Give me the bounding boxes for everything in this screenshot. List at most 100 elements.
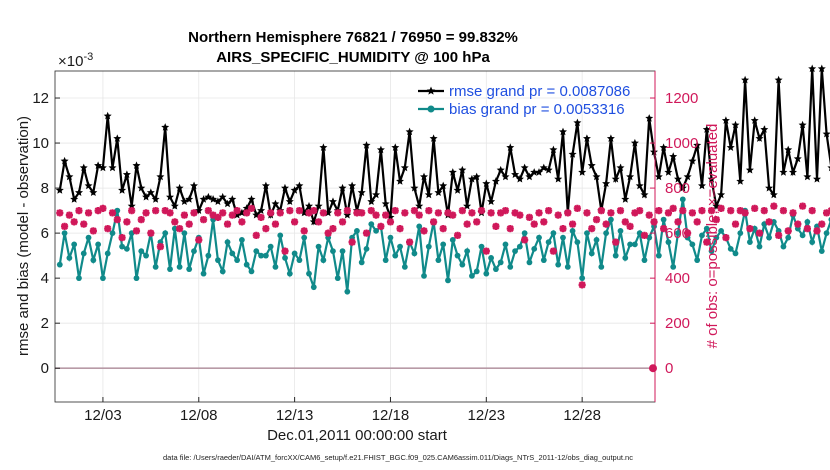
data-point [603, 230, 610, 237]
chart-subtitle: AIRS_SPECIFIC_HUMIDITY @ 100 hPa [216, 49, 490, 66]
data-point [100, 275, 106, 282]
data-point [707, 207, 716, 215]
data-point [769, 190, 778, 199]
data-point [180, 211, 188, 219]
data-point [372, 190, 381, 199]
data-point [588, 225, 596, 233]
data-point [272, 263, 279, 270]
data-point [568, 220, 577, 228]
data-point [291, 250, 298, 257]
x-axis-label: Dec.01,2011 00:00:00 start [267, 427, 448, 444]
data-point [674, 174, 682, 183]
data-point [108, 163, 117, 172]
data-point [353, 209, 361, 217]
data-point [516, 211, 524, 219]
data-point [808, 207, 816, 215]
data-point [348, 181, 357, 190]
data-point [219, 268, 226, 275]
data-point [674, 218, 682, 226]
data-point [161, 123, 170, 131]
data-point [626, 222, 634, 230]
data-point [132, 161, 141, 169]
data-point [818, 220, 826, 228]
data-point [439, 181, 448, 190]
data-point [536, 234, 542, 241]
data-point [468, 209, 476, 217]
data-point [703, 225, 710, 232]
data-point [166, 209, 174, 217]
y-tick-label: 10 [32, 135, 49, 152]
data-point [597, 207, 605, 215]
data-point [147, 229, 155, 237]
data-point [71, 241, 78, 248]
data-point [573, 118, 582, 127]
data-point [357, 188, 366, 196]
data-point [166, 192, 174, 201]
data-point [592, 172, 601, 181]
data-point [746, 239, 753, 246]
data-point [94, 207, 102, 215]
data-point [257, 206, 266, 214]
data-point [746, 225, 754, 233]
data-point [794, 220, 802, 228]
data-point [482, 179, 491, 187]
data-point [683, 172, 692, 181]
data-point [229, 250, 236, 257]
data-point [469, 273, 475, 279]
data-point [161, 207, 169, 215]
data-point [530, 168, 539, 176]
data-point [560, 234, 566, 241]
data-point [98, 163, 107, 172]
data-point [454, 252, 461, 259]
data-point [310, 207, 318, 215]
data-point [497, 259, 504, 266]
data-point [501, 172, 510, 181]
data-point [664, 168, 673, 176]
data-point [587, 161, 596, 169]
data-point [429, 218, 438, 226]
data-point [473, 268, 480, 275]
data-point [822, 129, 830, 138]
data-point [171, 218, 179, 226]
data-point [616, 207, 625, 215]
data-point [813, 174, 821, 183]
data-point [209, 211, 217, 219]
data-point [320, 257, 327, 264]
data-point [420, 227, 428, 235]
data-point [362, 141, 371, 149]
data-point [305, 209, 313, 217]
data-point [170, 201, 179, 210]
data-point [391, 143, 400, 151]
y-right-tick-label: 600 [665, 225, 690, 242]
data-point [60, 156, 69, 165]
data-point [640, 190, 649, 199]
data-point [367, 207, 375, 215]
data-point [531, 245, 538, 252]
data-point [785, 234, 792, 241]
data-point [626, 172, 635, 181]
data-point [262, 252, 269, 259]
data-point [679, 207, 687, 215]
data-point [137, 183, 146, 192]
data-file-footer: data file: /Users/raeder/DAI/ATM_forcXX/… [163, 453, 633, 462]
data-point [568, 150, 577, 158]
x-tick-label: 12/13 [276, 407, 314, 424]
data-point [209, 195, 218, 203]
data-point [434, 188, 443, 196]
data-point [215, 257, 221, 264]
data-point [199, 216, 208, 224]
data-point [678, 183, 687, 192]
data-point [343, 207, 351, 215]
data-point [108, 209, 117, 217]
data-point [186, 266, 193, 273]
data-point [731, 120, 740, 129]
data-point [329, 225, 337, 233]
data-point [410, 183, 419, 192]
data-point [276, 209, 284, 217]
data-point [334, 209, 342, 217]
data-point [650, 218, 658, 226]
data-point [602, 220, 610, 228]
data-point [223, 220, 232, 228]
data-point [271, 220, 280, 228]
data-point [827, 166, 830, 172]
